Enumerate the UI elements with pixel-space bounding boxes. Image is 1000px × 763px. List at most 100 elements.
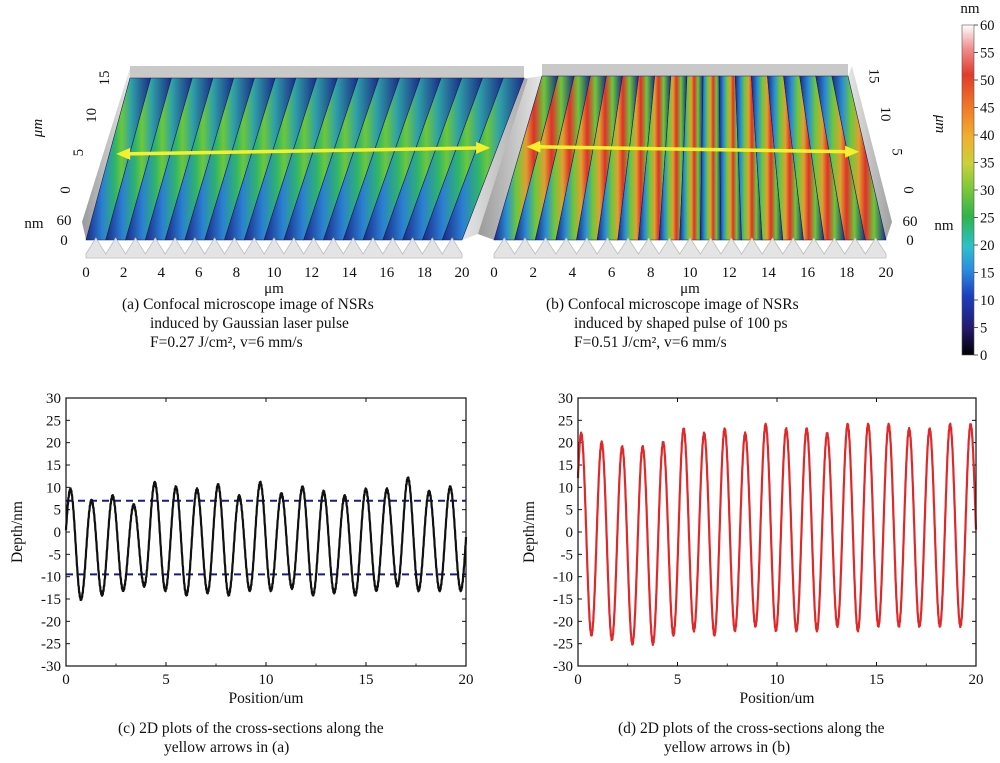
- colorbar-tick-label: 30: [980, 183, 995, 199]
- caption-c-line-1: (c) 2D plots of the cross-sections along…: [118, 720, 384, 737]
- y-tick-label: -25: [553, 637, 573, 653]
- x-tick-label: 8: [647, 265, 655, 281]
- series-line: [576, 422, 978, 647]
- y-tick-label: -15: [41, 592, 61, 608]
- y-tick-label: 25: [46, 413, 61, 429]
- y-tick-label: 20: [46, 436, 61, 452]
- surface-back-wall: [130, 66, 524, 78]
- y-tick-label: -20: [553, 614, 573, 630]
- colorbar: [961, 24, 978, 356]
- caption-c: (c) 2D plots of the cross-sections along…: [118, 719, 384, 757]
- caption-d-line-2: yellow arrows in (b): [664, 739, 791, 756]
- x-axis-label: μm: [264, 281, 284, 297]
- y-tick-label: 10: [84, 108, 100, 123]
- x-tick-label: 15: [869, 672, 884, 688]
- y-tick-label: 5: [54, 503, 62, 519]
- x-tick-label: 8: [233, 265, 241, 281]
- caption-c-line-2: yellow arrows in (a): [164, 739, 290, 756]
- plot-frame: [65, 397, 467, 667]
- colorbar-unit: nm: [960, 1, 980, 17]
- plot-c: [64, 397, 468, 667]
- x-tick-label: 12: [722, 265, 737, 281]
- x-tick-label: 0: [490, 265, 498, 281]
- yellow-arrow-head-right: [845, 145, 860, 158]
- y-tick-label: 0: [58, 186, 74, 194]
- caption-b-line-3: F=0.51 J/cm², v=6 mm/s: [574, 334, 727, 351]
- plot-d: [576, 397, 978, 667]
- x-tick-label: 12: [304, 265, 319, 281]
- y-tick-label: -30: [41, 659, 61, 675]
- panel-b: [478, 64, 892, 259]
- y-tick-label: 0: [54, 525, 62, 541]
- z-tick-label: 60: [903, 214, 918, 230]
- y-tick-label: 25: [558, 413, 573, 429]
- colorbar-tick-label: 10: [980, 293, 995, 309]
- x-axis-label: μm: [680, 281, 700, 297]
- surface-ridge: [700, 75, 722, 241]
- y-tick-label: 0: [900, 186, 916, 194]
- y-axis-label: Depth/nm: [9, 501, 26, 563]
- caption-a-line-3: F=0.27 J/cm², v=6 mm/s: [150, 334, 303, 351]
- caption-b: (b) Confocal microscope image of NSRs in…: [546, 295, 799, 352]
- y-tick-label: -10: [553, 570, 573, 586]
- z-axis-label: nm: [24, 216, 44, 232]
- caption-a: (a) Confocal microscope image of NSRs in…: [122, 295, 374, 352]
- yellow-arrow-head-left: [116, 147, 131, 160]
- colorbar-tick-label: 35: [980, 156, 995, 172]
- y-tick-label: -30: [553, 659, 573, 675]
- y-tick-label: 15: [97, 71, 113, 86]
- caption-d-line-1: (d) 2D plots of the cross-sections along…: [618, 720, 885, 737]
- caption-a-line-1: (a) Confocal microscope image of NSRs: [122, 296, 374, 313]
- x-tick-label: 5: [162, 672, 170, 688]
- x-tick-label: 4: [157, 265, 165, 281]
- caption-a-line-2: induced by Gaussian laser pulse: [150, 315, 349, 332]
- x-tick-label: 4: [569, 265, 577, 281]
- series-line: [64, 476, 468, 602]
- x-tick-label: 20: [455, 265, 470, 281]
- x-tick-label: 16: [379, 265, 395, 281]
- x-tick-label: 0: [574, 672, 582, 688]
- x-tick-label: 2: [529, 265, 537, 281]
- y-tick-label: -20: [41, 614, 61, 630]
- x-tick-label: 14: [761, 265, 777, 281]
- colorbar-tick-label: 45: [980, 101, 995, 117]
- y-tick-label: 0: [566, 525, 574, 541]
- yellow-arrow-shaft: [534, 145, 852, 154]
- plot-frame: [577, 397, 977, 667]
- y-tick-label: -5: [561, 547, 574, 563]
- caption-d: (d) 2D plots of the cross-sections along…: [618, 719, 884, 757]
- y-tick-label: 5: [889, 148, 905, 156]
- x-tick-label: 0: [82, 265, 90, 281]
- caption-b-line-1: (b) Confocal microscope image of NSRs: [546, 296, 799, 313]
- x-tick-label: 14: [342, 265, 358, 281]
- y-tick-label: -15: [553, 592, 573, 608]
- surface-back-wall: [542, 64, 848, 76]
- y-axis-label: μm: [30, 119, 46, 139]
- x-axis-label: Position/um: [229, 690, 304, 707]
- x-axis-label: Position/um: [740, 690, 815, 707]
- y-tick-label: -5: [49, 547, 62, 563]
- surface-left-wall: [478, 76, 542, 240]
- x-tick-label: 20: [969, 672, 984, 688]
- x-tick-label: 18: [839, 265, 854, 281]
- colorbar-tick-label: 55: [980, 46, 995, 62]
- colorbar-tick-label: 50: [980, 73, 995, 89]
- y-tick-label: 5: [71, 149, 87, 157]
- z-axis-label: nm: [934, 218, 954, 234]
- z-tick-label: 0: [60, 233, 68, 249]
- x-tick-label: 20: [879, 265, 894, 281]
- x-tick-label: 6: [195, 265, 203, 281]
- colorbar-tick-label: 5: [980, 321, 987, 337]
- colorbar-tick-label: 40: [980, 128, 995, 144]
- y-axis-label: μm: [932, 114, 948, 134]
- y-tick-label: -10: [41, 570, 61, 586]
- x-tick-label: 18: [417, 265, 432, 281]
- x-tick-label: 5: [674, 672, 682, 688]
- z-tick-label: 60: [57, 213, 72, 229]
- y-tick-label: 15: [558, 458, 573, 474]
- surface-left-wall: [82, 68, 130, 240]
- x-tick-label: 0: [62, 672, 70, 688]
- y-tick-label: 20: [558, 436, 573, 452]
- x-tick-label: 10: [683, 265, 698, 281]
- y-tick-label: 10: [558, 480, 573, 496]
